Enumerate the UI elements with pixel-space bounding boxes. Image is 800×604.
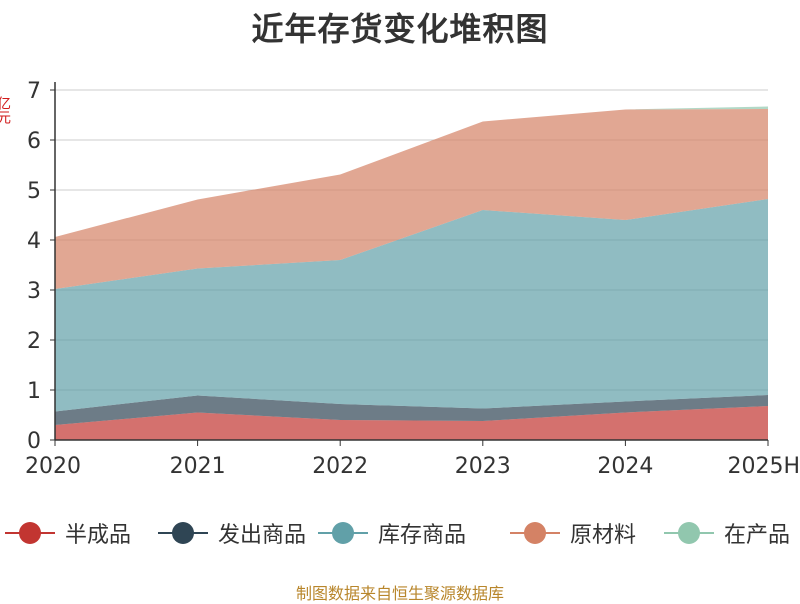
chart-title: 近年存货变化堆积图 (251, 10, 549, 48)
x-tick-label-2021: 2021 (170, 454, 226, 479)
area-series-0 (55, 406, 768, 440)
x-tick-label-2024: 2024 (597, 454, 653, 479)
legend-item-4[interactable]: 在产品 (664, 517, 790, 549)
legend-label: 半成品 (65, 523, 132, 548)
legend-marker-icon (318, 517, 368, 549)
area-series-1 (55, 395, 768, 425)
legend-label: 发出商品 (218, 523, 307, 548)
legend-marker-icon (510, 517, 560, 549)
y-tick-label-1: 1 (27, 379, 41, 404)
legend-item-2[interactable]: 库存商品 (318, 517, 466, 549)
legend-marker-icon (664, 517, 714, 549)
legend-label: 库存商品 (378, 523, 467, 548)
legend-label: 在产品 (724, 523, 791, 548)
legend-label: 原材料 (570, 523, 637, 548)
x-tick-label-2020: 2020 (25, 454, 81, 479)
y-tick-label-5: 5 (27, 179, 41, 204)
legend-item-0[interactable]: 半成品 (5, 517, 131, 549)
area-series-3 (55, 109, 768, 289)
y-tick-label-0: 0 (27, 429, 41, 454)
y-axis-label: 亿元 (0, 96, 11, 124)
x-tick-label-2022: 2022 (312, 454, 368, 479)
x-tick-label-2025H: 2025H (727, 454, 800, 479)
area-layer (55, 106, 768, 440)
axis-layer: 0 1 2 3 4 5 6 7 2020 2021 2022 2023 2024 2025H (25, 79, 800, 479)
y-tick-label-4: 4 (27, 229, 41, 254)
legend-marker-icon (5, 517, 55, 549)
x-tick-label-2023: 2023 (455, 454, 511, 479)
source-note: 制图数据来自恒生聚源数据库 (295, 584, 504, 603)
y-tick-label-3: 3 (27, 279, 41, 304)
chart-legend: 半成品 发出商品 库存商品 原材料 在产品 (0, 517, 800, 549)
y-tick-label-2: 2 (27, 329, 41, 354)
y-tick-label-6: 6 (27, 129, 41, 154)
legend-marker-icon (158, 517, 208, 549)
y-tick-label-7: 7 (27, 79, 41, 104)
legend-item-3[interactable]: 原材料 (510, 517, 636, 549)
legend-item-1[interactable]: 发出商品 (158, 517, 306, 549)
area-series-2 (55, 199, 768, 412)
